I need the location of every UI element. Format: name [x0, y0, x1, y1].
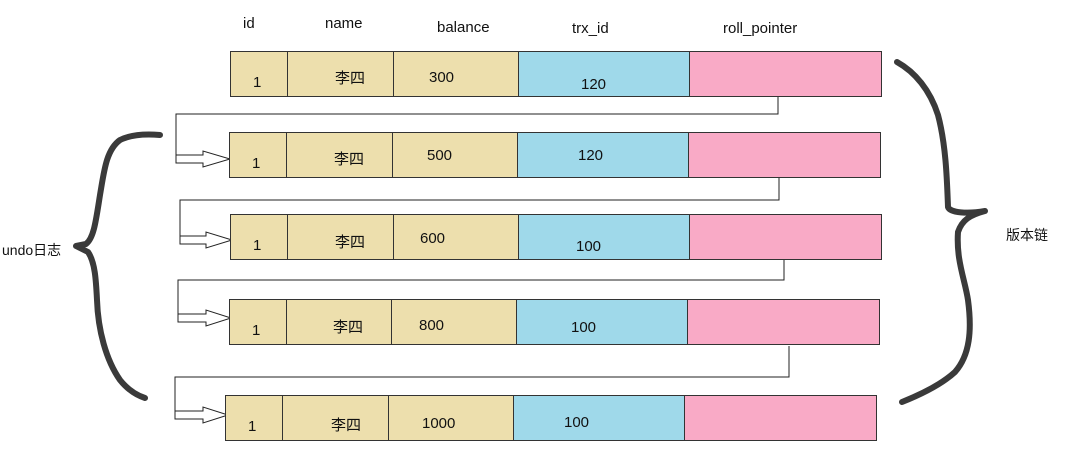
version-chain-brace [894, 59, 988, 405]
cell-roll-pointer [689, 51, 882, 97]
header-name: name [325, 15, 363, 32]
cell-trx-id: 120 [518, 51, 690, 97]
cell-name: 李四 [286, 299, 392, 345]
cell-trx-id-value: 120 [578, 147, 604, 164]
cell-balance-value: 800 [419, 317, 445, 334]
cell-trx-id-value: 100 [576, 238, 602, 255]
cell-id-value: 1 [252, 155, 261, 172]
cell-name: 李四 [286, 132, 393, 178]
cell-balance-value: 600 [420, 230, 446, 247]
arrow-head-icon [177, 309, 233, 327]
arrow-heads [174, 150, 234, 424]
cell-balance: 500 [392, 132, 518, 178]
cell-name-value: 李四 [335, 234, 366, 251]
header-trx-id: trx_id [572, 20, 609, 37]
cell-trx-id: 100 [516, 299, 688, 345]
cell-balance-value: 500 [427, 147, 453, 164]
cell-balance: 1000 [388, 395, 514, 441]
cell-name-value: 李四 [335, 70, 366, 87]
header-id: id [243, 15, 255, 32]
arrow-head-icon [179, 231, 234, 249]
cell-id: 1 [225, 395, 283, 441]
arrow-head-icon [174, 406, 230, 424]
cell-id-value: 1 [253, 237, 262, 254]
arrow-head-icon [175, 150, 232, 168]
cell-id: 1 [229, 132, 287, 178]
version-chain-label: 版本链 [1006, 227, 1048, 243]
cell-name-value: 李四 [334, 151, 365, 168]
cell-roll-pointer [687, 299, 880, 345]
cell-id-value: 1 [248, 418, 257, 435]
cell-id: 1 [229, 299, 287, 345]
cell-id: 1 [230, 51, 288, 97]
cell-balance: 600 [393, 214, 519, 260]
cell-id: 1 [230, 214, 288, 260]
cell-balance-value: 300 [429, 69, 455, 86]
cell-name: 李四 [282, 395, 389, 441]
cell-trx-id: 100 [518, 214, 690, 260]
cell-roll-pointer [688, 132, 881, 178]
cell-trx-id: 100 [513, 395, 685, 441]
cell-roll-pointer [689, 214, 882, 260]
header-balance: balance [437, 19, 490, 36]
cell-trx-id-value: 100 [571, 319, 597, 336]
cell-id-value: 1 [252, 322, 261, 339]
cell-roll-pointer [684, 395, 877, 441]
undo-log-brace [73, 131, 163, 401]
cell-name: 李四 [287, 51, 394, 97]
cell-balance: 800 [391, 299, 517, 345]
cell-id-value: 1 [253, 74, 262, 91]
cell-trx-id: 120 [517, 132, 689, 178]
header-roll-pointer: roll_pointer [723, 20, 798, 37]
cell-trx-id-value: 120 [581, 76, 607, 93]
cell-name-value: 李四 [331, 417, 362, 434]
cell-balance: 300 [393, 51, 519, 97]
cell-balance-value: 1000 [422, 415, 456, 432]
undo-log-label: undo日志 [2, 242, 62, 258]
cell-trx-id-value: 100 [564, 414, 590, 431]
cell-name-value: 李四 [333, 319, 364, 336]
cell-name: 李四 [287, 214, 394, 260]
